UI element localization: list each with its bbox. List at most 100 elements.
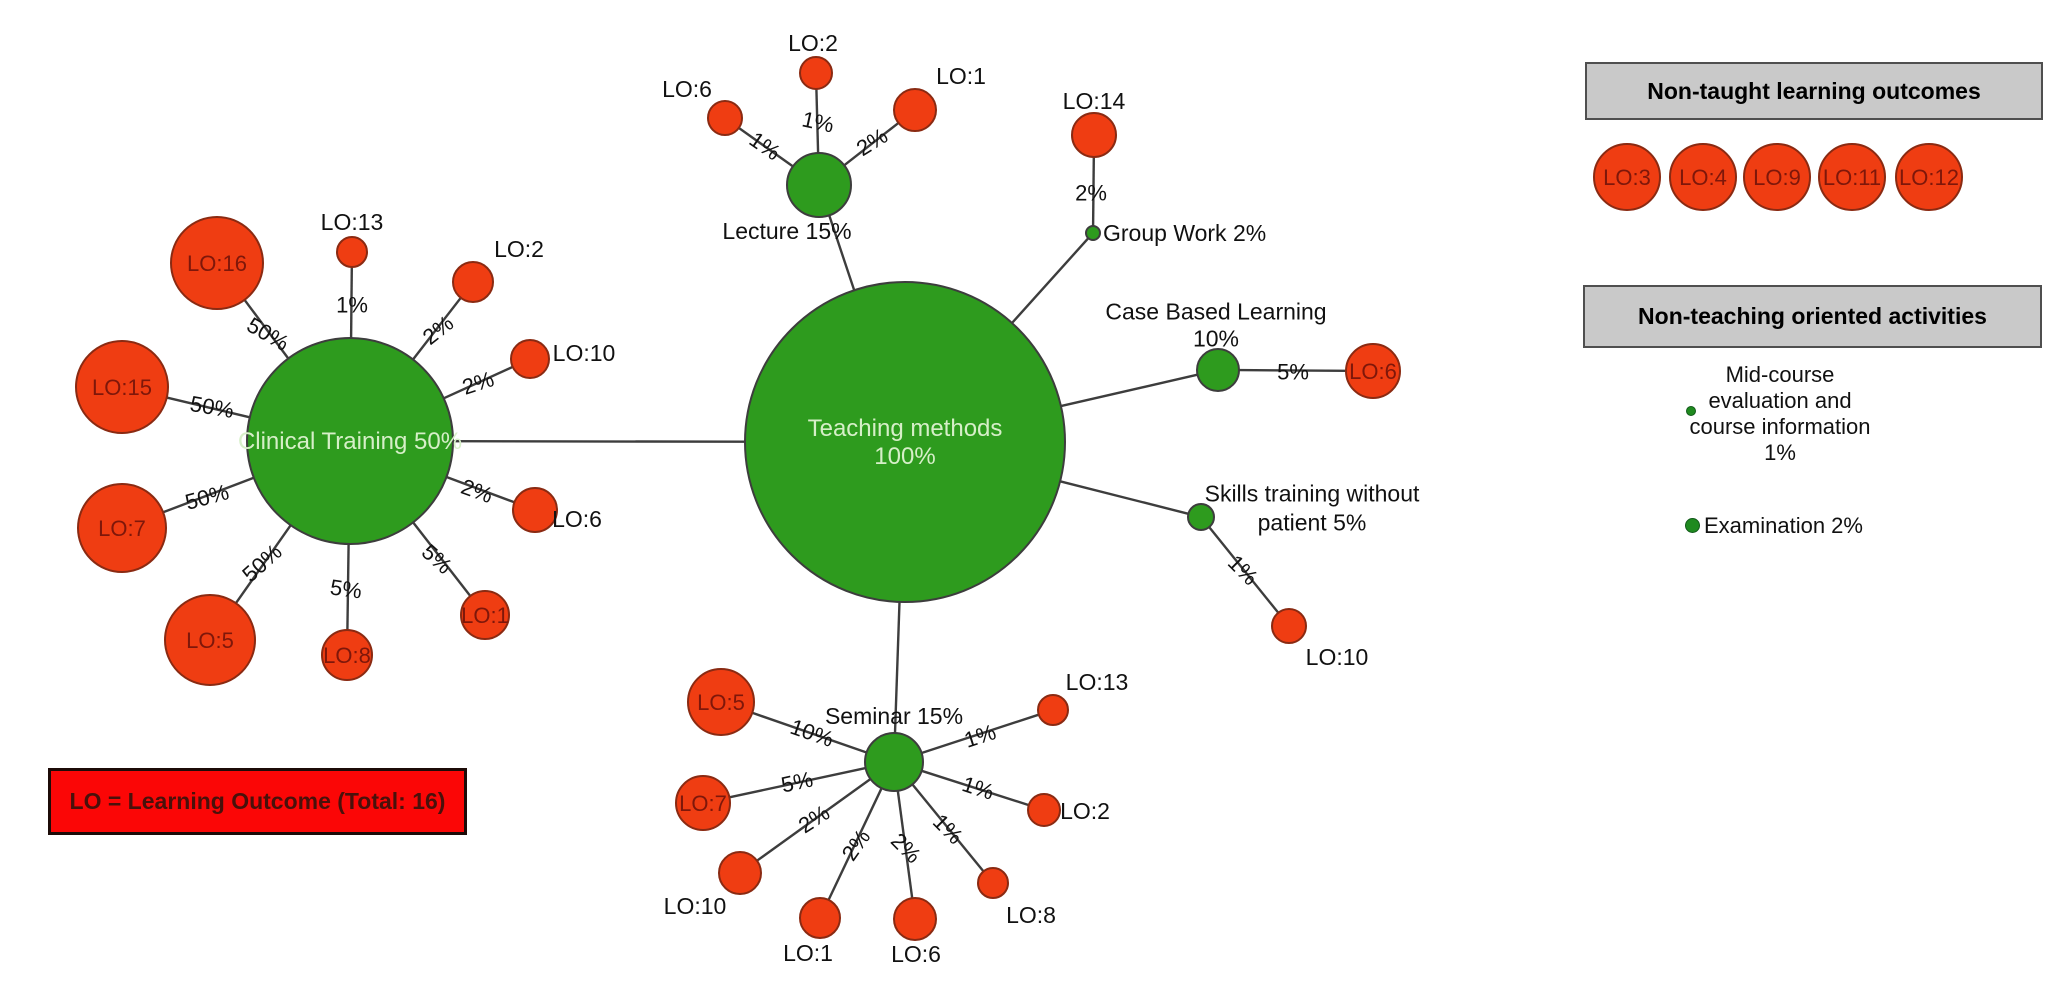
edge-label-seminar-s_lo13: 1%	[961, 719, 999, 753]
edge-label-seminar-s_lo10: 2%	[794, 800, 834, 838]
node-lecture	[786, 152, 852, 218]
legend-header-non-taught: Non-taught learning outcomes	[1585, 62, 2043, 120]
edge-label-clinical-c_lo16: 50%	[243, 312, 294, 356]
edge-teaching-clinical	[452, 440, 746, 443]
edge-clinical-c_lo2	[412, 297, 462, 361]
edge-groupwork-lo14	[1091, 156, 1095, 227]
node-label-c_lo16: LO:16	[187, 251, 247, 276]
node-label-clinical: Clinical Training 50%	[238, 428, 462, 455]
examination-label: Examination 2%	[1704, 513, 1863, 538]
node-label-sk_lo10: LO:10	[1306, 644, 1369, 670]
node-s_lo5	[687, 668, 755, 736]
node-s_lo7	[675, 775, 731, 831]
node-lec_lo1	[893, 88, 937, 132]
node-s_lo10	[718, 851, 762, 895]
edge-label-lecture-lec_lo6: 1%	[745, 127, 785, 166]
node-c_lo8	[321, 629, 373, 681]
node-c_lo5	[164, 594, 256, 686]
node-lec_lo6	[707, 100, 743, 136]
edge-label-seminar-s_lo2: 1%	[959, 771, 997, 805]
node-label-s_lo8: LO:8	[1006, 902, 1056, 928]
edge-clinical-c_lo10	[443, 365, 514, 400]
node-label-lecture: Lecture 15%	[722, 218, 851, 244]
edge-teaching-skills	[1059, 480, 1189, 515]
edge-teaching-cbl	[1060, 373, 1198, 408]
legend-header-non-teaching: Non-teaching oriented activities	[1583, 285, 2042, 348]
node-label-lo14: LO:14	[1063, 88, 1126, 114]
edge-seminar-s_lo13	[921, 713, 1040, 755]
node-c_lo2	[452, 261, 494, 303]
edge-skills-sk_lo10	[1208, 526, 1280, 614]
edge-clinical-c_lo8	[346, 543, 350, 631]
node-label-s_lo6: LO:6	[891, 941, 941, 967]
node-lo3	[1593, 143, 1661, 211]
edge-label-cbl-cbl_lo6: 5%	[1277, 360, 1309, 385]
node-label-lo12: LO:12	[1899, 165, 1959, 190]
nodes-layer: Teaching methods 100% Clinical Training 50…	[75, 30, 1963, 967]
node-c_lo7	[77, 483, 167, 573]
node-cbl	[1196, 348, 1240, 392]
node-label-c_lo10: LO:10	[553, 340, 616, 366]
node-label-lo11: LO:11	[1823, 165, 1881, 190]
node-label-c_lo5: LO:5	[186, 628, 234, 653]
node-s_lo2	[1027, 793, 1061, 827]
node-label-s_lo2: LO:2	[1060, 798, 1110, 824]
node-lo11	[1818, 143, 1886, 211]
node-label-lo4: LO:4	[1679, 165, 1727, 190]
node-label-lo3: LO:3	[1603, 165, 1651, 190]
midcourse-dot-icon	[1686, 406, 1696, 416]
edge-label-clinical-c_lo13: 1%	[336, 293, 368, 318]
edge-clinical-c_lo7	[162, 476, 255, 514]
edge-label-clinical-c_lo7: 50%	[182, 479, 231, 515]
node-s_lo13	[1037, 694, 1069, 726]
edge-label-groupwork-lo14: 2%	[1075, 181, 1107, 206]
midcourse-line-1: Mid-course	[1725, 362, 1835, 387]
node-c_lo6	[512, 487, 558, 533]
node-label-lec_lo1: LO:1	[936, 63, 986, 89]
node-lo9	[1743, 143, 1811, 211]
node-c_lo10	[510, 339, 550, 379]
node-c_lo1	[460, 590, 510, 640]
node-cbl_lo6	[1345, 343, 1401, 399]
edge-teaching-lecture	[828, 214, 856, 291]
edge-label-clinical-c_lo10: 2%	[459, 366, 497, 400]
node-label-c_lo13: LO:13	[321, 209, 384, 235]
edge-label-clinical-c_lo6: 2%	[458, 474, 496, 508]
node-label-seminar: Seminar 15%	[825, 703, 963, 729]
node-label-s_lo7: LO:7	[679, 791, 727, 816]
edge-label-seminar-s_lo6: 2%	[886, 828, 926, 868]
edge-clinical-c_lo5	[234, 524, 292, 604]
node-label-groupwork: Group Work 2%	[1103, 220, 1266, 246]
node-skills	[1187, 503, 1215, 531]
edge-seminar-s_lo1	[827, 787, 883, 901]
node-label-skills: Skills training without patient 5%	[1205, 481, 1420, 536]
node-lec_lo2	[799, 56, 833, 90]
edge-label-seminar-s_lo8: 1%	[928, 809, 968, 849]
examination-dot-icon	[1685, 518, 1700, 533]
node-s_lo6	[893, 897, 937, 941]
node-lo12	[1895, 143, 1963, 211]
edge-lecture-lec_lo6	[738, 126, 794, 168]
node-label-cbl: Case Based Learning 10%	[1105, 299, 1326, 352]
node-clinical	[246, 337, 454, 545]
edge-seminar-s_lo2	[921, 769, 1030, 807]
edge-seminar-s_lo10	[756, 778, 872, 862]
lo-note-box: LO = Learning Outcome (Total: 16)	[48, 768, 467, 835]
edge-clinical-c_lo1	[412, 521, 472, 597]
edge-lecture-lec_lo2	[815, 88, 820, 154]
node-seminar	[864, 732, 924, 792]
node-label-c_lo1: LO:1	[461, 603, 509, 628]
midcourse-line-4: 1%	[1764, 440, 1796, 465]
node-label-s_lo13: LO:13	[1066, 669, 1129, 695]
edge-clinical-c_lo6	[446, 475, 515, 504]
edge-clinical-c_lo16	[243, 299, 290, 360]
edge-lecture-lec_lo1	[843, 121, 900, 167]
midcourse-line-2: evaluation and	[1708, 388, 1852, 413]
edge-seminar-s_lo8	[911, 783, 985, 873]
node-groupwork	[1085, 225, 1101, 241]
edge-seminar-s_lo5	[751, 711, 867, 754]
edge-label-clinical-c_lo8: 5%	[329, 574, 364, 603]
node-s_lo1	[799, 897, 841, 939]
